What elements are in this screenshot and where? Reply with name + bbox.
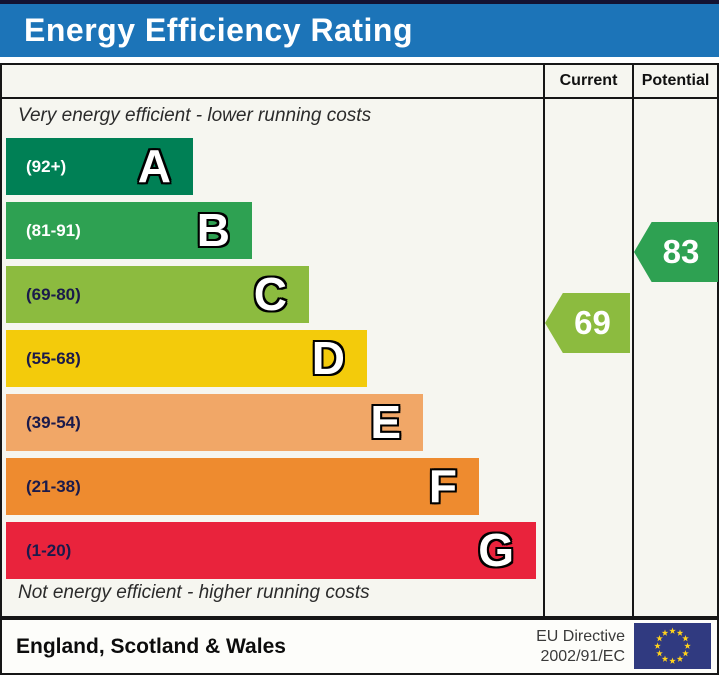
page-title: Energy Efficiency Rating [24, 12, 413, 48]
band-letter: G [478, 524, 514, 576]
eu-directive-line2: 2002/91/EC [540, 647, 625, 665]
eu-directive-label: EU Directive 2002/91/EC [536, 620, 625, 673]
band-bar-c: (69-80) C [6, 266, 309, 323]
band-bar-g: (1-20) G [6, 522, 536, 579]
band-row-b: (81-91) B [6, 202, 252, 259]
current-column-header: Current [559, 72, 618, 89]
band-letter: B [196, 204, 230, 256]
header-row-divider [2, 97, 717, 99]
band-letter: D [311, 332, 345, 384]
current-column-divider [543, 65, 545, 616]
band-row-f: (21-38) F [6, 458, 479, 515]
band-row-d: (55-68) D [6, 330, 367, 387]
band-range-label: (92+) [26, 156, 67, 176]
band-range-label: (55-68) [26, 348, 81, 368]
band-letter: A [137, 140, 171, 192]
band-letter: C [253, 268, 287, 320]
band-row-c: (69-80) C [6, 266, 309, 323]
band-bar-a: (92+) A [6, 138, 193, 195]
potential-column-divider [632, 65, 634, 616]
band-bar-f: (21-38) F [6, 458, 479, 515]
eu-flag-icon [634, 623, 711, 669]
band-range-label: (81-91) [26, 220, 81, 240]
band-range-label: (39-54) [26, 412, 81, 432]
bottom-note: Not energy efficient - higher running co… [18, 582, 370, 603]
band-bar-e: (39-54) E [6, 394, 423, 451]
potential-rating-value: 83 [662, 233, 700, 270]
band-bar-b: (81-91) B [6, 202, 252, 259]
potential-column-header: Potential [641, 72, 710, 89]
potential-rating-pointer: 83 [634, 222, 718, 282]
rating-table: Current Potential Very energy efficient … [0, 63, 719, 618]
title-bar: Energy Efficiency Rating [0, 0, 719, 57]
band-letter: E [370, 396, 401, 448]
current-rating-pointer: 69 [545, 293, 630, 353]
region-label: England, Scotland & Wales [16, 634, 286, 658]
band-letter: F [428, 460, 457, 512]
band-bar-d: (55-68) D [6, 330, 367, 387]
band-row-g: (1-20) G [6, 522, 536, 579]
eu-directive-line1: EU Directive [536, 627, 625, 645]
footer-bar: England, Scotland & Wales EU Directive 2… [0, 618, 719, 675]
band-row-a: (92+) A [6, 138, 193, 195]
band-range-label: (69-80) [26, 284, 81, 304]
band-range-label: (1-20) [26, 540, 72, 560]
current-rating-value: 69 [574, 304, 611, 341]
top-note: Very energy efficient - lower running co… [18, 105, 372, 126]
band-range-label: (21-38) [26, 476, 81, 496]
band-row-e: (39-54) E [6, 394, 423, 451]
